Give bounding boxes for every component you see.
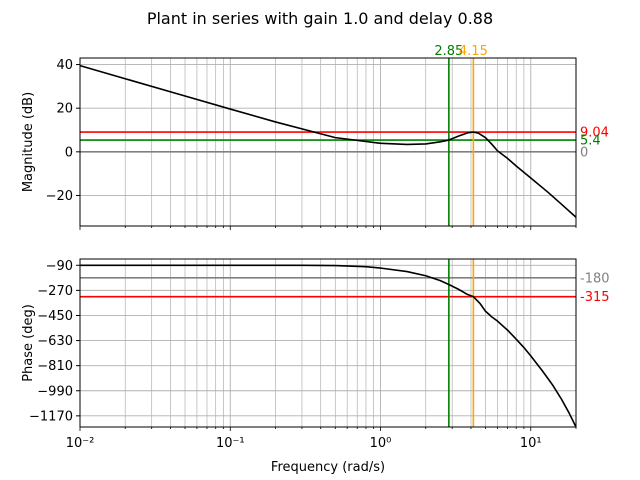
y-tick-label: −450: [37, 309, 73, 324]
axes-frame: [79, 258, 577, 428]
reference-vline-label: 2.85: [434, 44, 463, 59]
reference-hline-label: 0: [580, 145, 588, 160]
x-tick-label: 10¹: [520, 436, 542, 451]
data-curve: [80, 264, 577, 428]
phase-panel: −90 −270 −450 −630 −810 −990 −1170 10⁻² 10⁻¹ 10⁰ 1…: [21, 258, 610, 475]
y-tick-label: −20: [46, 189, 73, 204]
x-tick-label: 10⁰: [370, 436, 392, 451]
reference-hline-label: -180: [580, 271, 610, 286]
axes-frame: [79, 57, 577, 227]
y-tick-label: −90: [46, 259, 73, 274]
y-tick-label: −270: [37, 284, 73, 299]
x-axis-label: Frequency (rad/s): [271, 460, 385, 475]
y-axis-label: Magnitude (dB): [21, 92, 36, 192]
y-tick-label: −810: [37, 359, 73, 374]
data-curve: [79, 64, 577, 218]
x-tick-label: 10⁻²: [66, 436, 95, 451]
y-tick-label: 20: [56, 102, 73, 117]
reference-vline-label: 4.15: [459, 44, 488, 59]
y-tick-label: −630: [37, 334, 73, 349]
y-axis-label: Phase (deg): [21, 304, 36, 382]
y-tick-label: 40: [56, 58, 73, 73]
reference-hline-label: 9.04: [580, 126, 609, 141]
y-tick-label: −990: [37, 384, 73, 399]
y-tick-label: −1170: [29, 409, 73, 424]
chart-title: Plant in series with gain 1.0 and delay …: [147, 9, 493, 28]
y-tick-label: 0: [65, 145, 73, 160]
reference-hline-label: 5.4: [580, 134, 601, 149]
x-tick-label: 10⁻¹: [216, 436, 245, 451]
reference-hline-label: -315: [580, 290, 610, 305]
